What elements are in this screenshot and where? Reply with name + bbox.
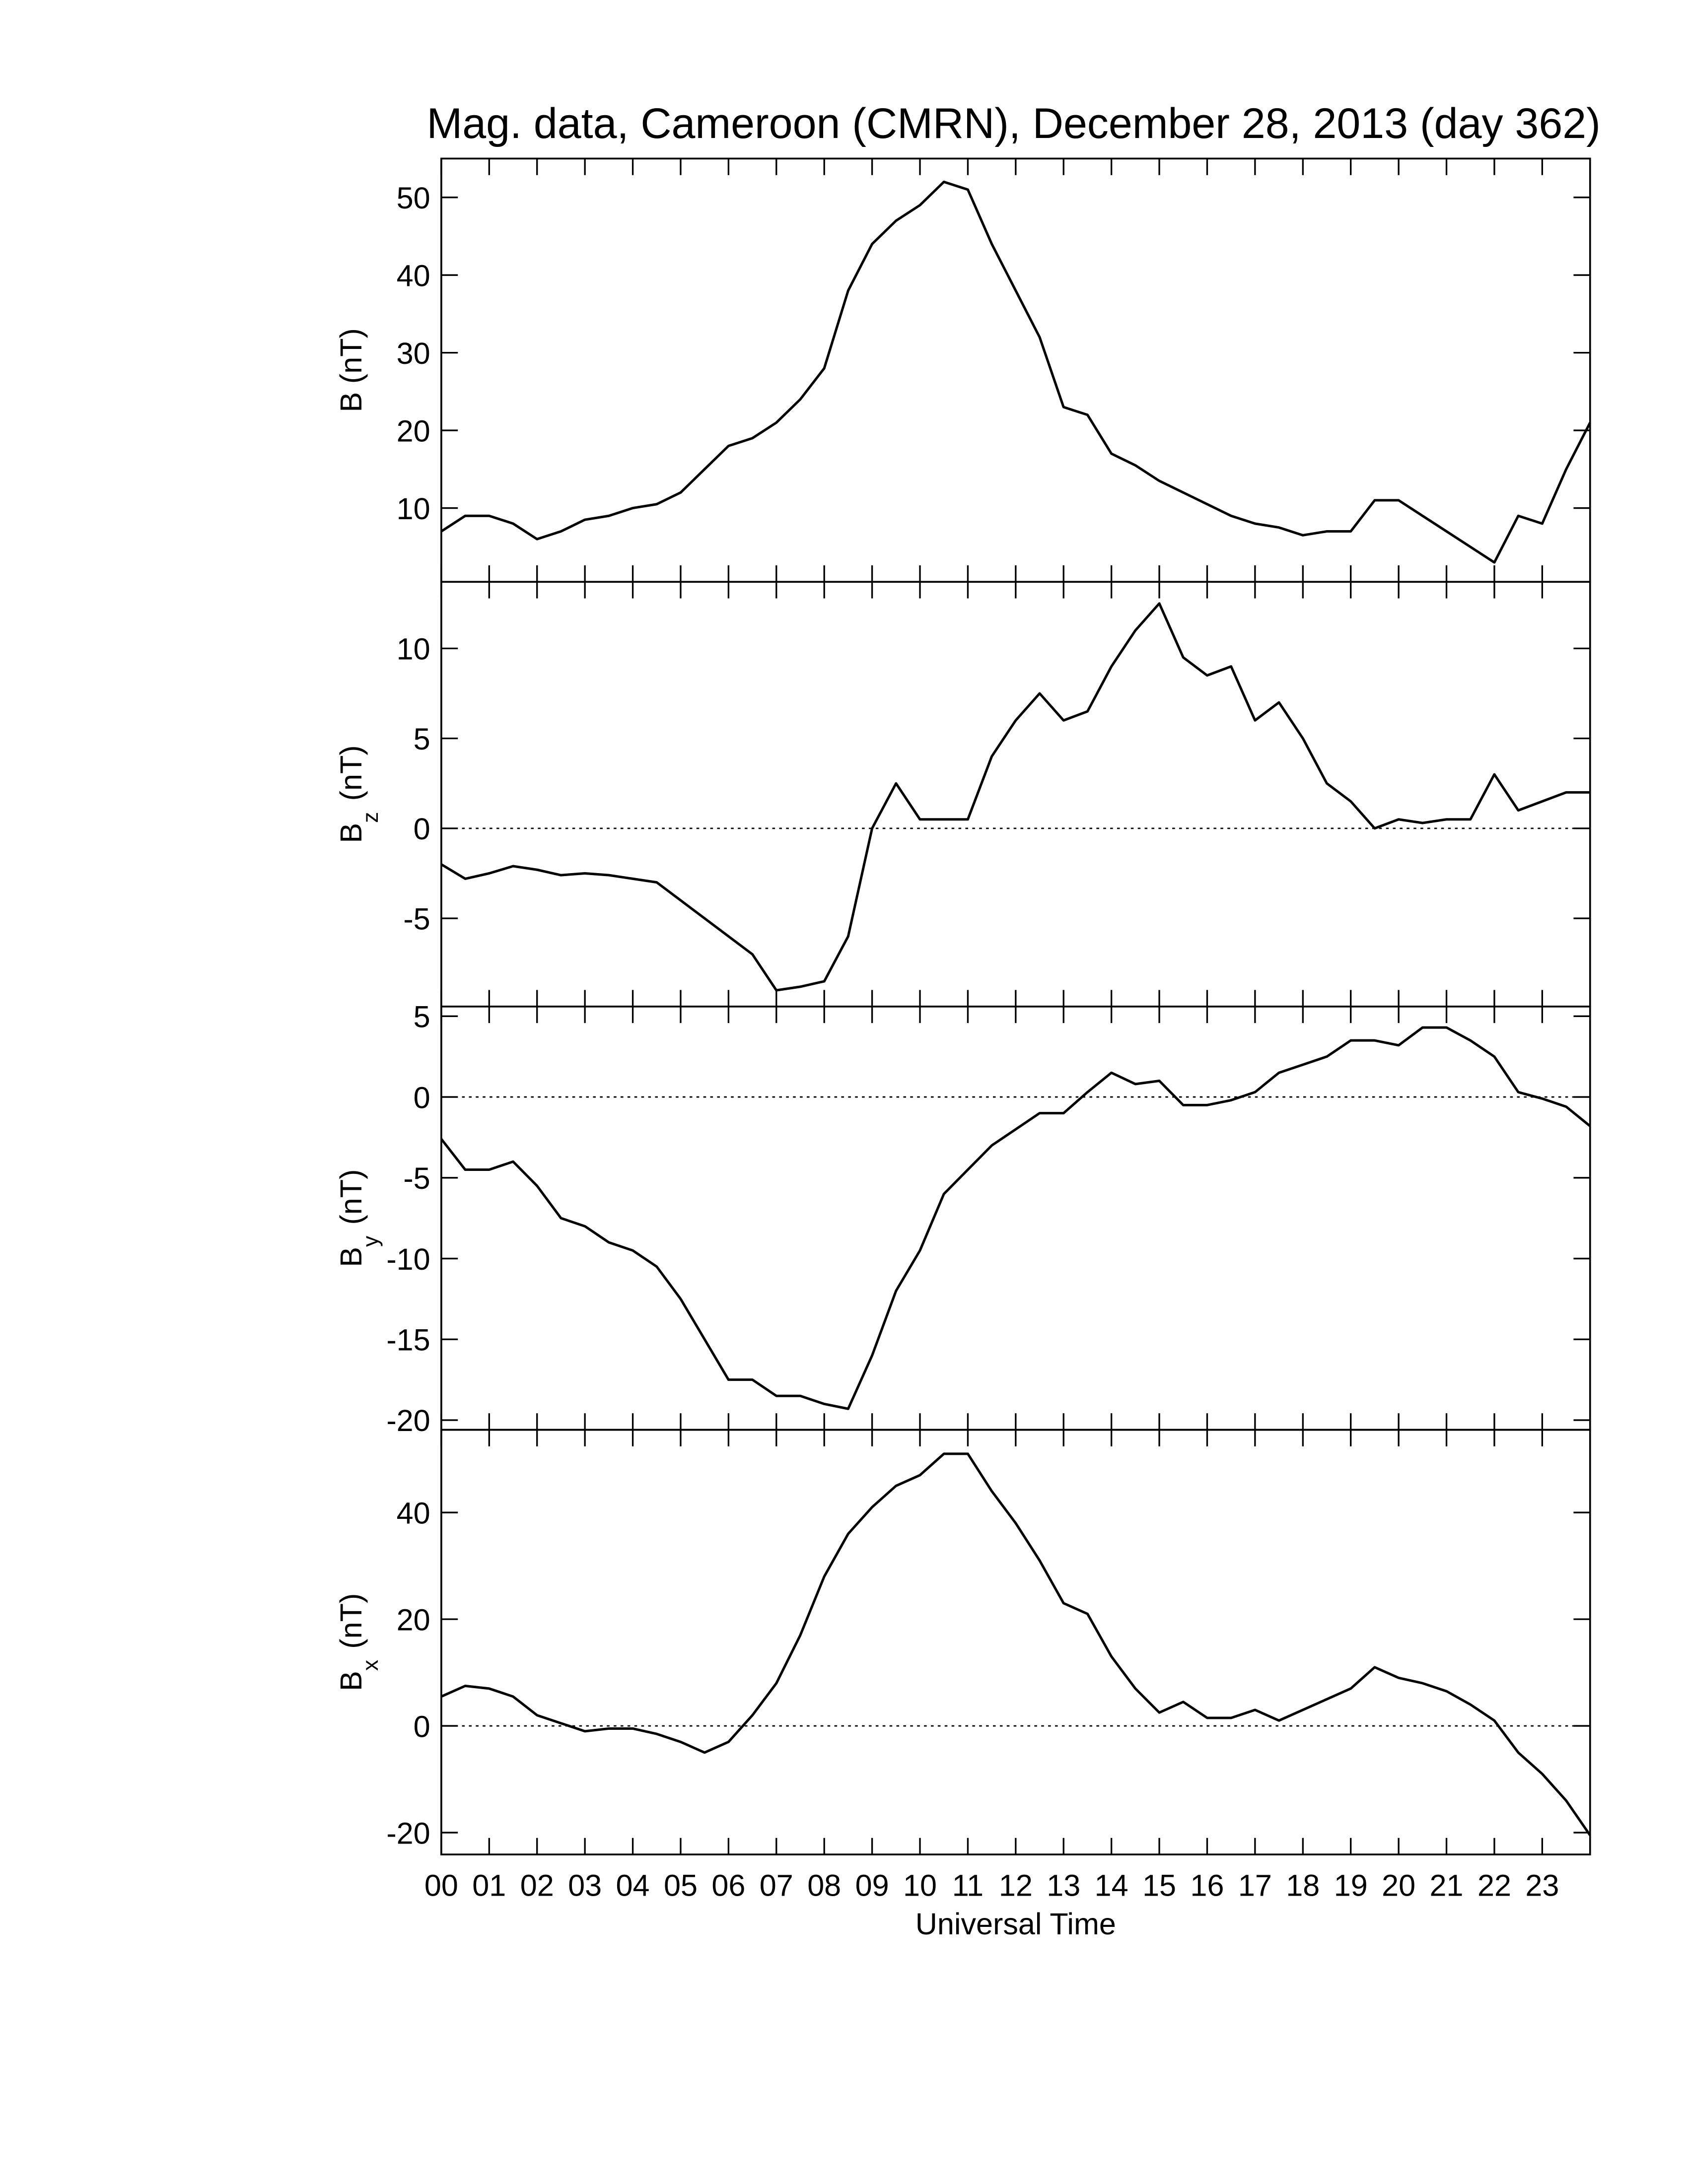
y-axis-label: B (nT) bbox=[334, 328, 368, 412]
data-line bbox=[440, 1026, 1591, 1410]
y-tick-label: -20 bbox=[386, 1404, 430, 1437]
y-label-base: B bbox=[334, 823, 368, 843]
y-tick-label: -5 bbox=[403, 1161, 430, 1195]
y-axis-label: Bz (nT) bbox=[334, 745, 383, 843]
x-tick-label: 04 bbox=[616, 1868, 650, 1902]
y-tick-label: 0 bbox=[414, 1081, 430, 1114]
y-tick-label: 10 bbox=[397, 632, 430, 666]
x-tick-label: 21 bbox=[1430, 1868, 1464, 1902]
y-label-base: B bbox=[334, 1247, 368, 1267]
x-tick-label: 05 bbox=[664, 1868, 698, 1902]
y-tick-label: 5 bbox=[414, 1000, 430, 1034]
x-tick-label: 00 bbox=[424, 1868, 458, 1902]
y-tick-label: 30 bbox=[397, 337, 430, 370]
x-tick-label: 07 bbox=[760, 1868, 793, 1902]
x-tick-label: 19 bbox=[1334, 1868, 1368, 1902]
x-tick-label: 03 bbox=[568, 1868, 602, 1902]
y-tick-label: 40 bbox=[397, 1496, 430, 1530]
y-tick-label: 0 bbox=[414, 812, 430, 846]
x-tick-label: 12 bbox=[999, 1868, 1033, 1902]
y-label-sub: y bbox=[358, 1235, 383, 1247]
x-tick-label: 06 bbox=[711, 1868, 745, 1902]
y-label-sub: x bbox=[358, 1660, 383, 1671]
y-tick-label: 20 bbox=[397, 1603, 430, 1637]
y-tick-label: -5 bbox=[403, 902, 430, 936]
data-line bbox=[440, 180, 1592, 564]
data-line bbox=[440, 602, 1590, 992]
y-tick-label: 0 bbox=[414, 1709, 430, 1743]
y-tick-label: 40 bbox=[397, 259, 430, 292]
x-tick-label: 02 bbox=[520, 1868, 554, 1902]
chart-title: Mag. data, Cameroon (CMRN), December 28,… bbox=[427, 100, 1601, 147]
x-tick-label: 16 bbox=[1190, 1868, 1224, 1902]
x-tick-label: 14 bbox=[1095, 1868, 1128, 1902]
x-tick-label: 22 bbox=[1477, 1868, 1511, 1902]
y-tick-label: -20 bbox=[386, 1816, 430, 1850]
y-axis-label: By (nT) bbox=[334, 1169, 383, 1267]
y-axis-label: Bx (nT) bbox=[334, 1593, 383, 1691]
x-tick-label: 10 bbox=[903, 1868, 937, 1902]
y-tick-label: 10 bbox=[397, 492, 430, 526]
data-line bbox=[440, 1452, 1591, 1836]
y-label-unit: (nT) bbox=[334, 1593, 368, 1649]
y-tick-label: 50 bbox=[397, 181, 430, 215]
x-tick-label: 15 bbox=[1142, 1868, 1176, 1902]
y-label-unit: (nT) bbox=[334, 1169, 368, 1225]
y-label-sub: z bbox=[358, 812, 383, 823]
y-label-base: B bbox=[334, 1671, 368, 1691]
x-tick-label: 08 bbox=[807, 1868, 841, 1902]
y-label-base: B bbox=[334, 392, 368, 412]
y-label-unit: (nT) bbox=[334, 745, 368, 801]
x-axis-label: Universal Time bbox=[915, 1907, 1116, 1941]
y-tick-label: -15 bbox=[386, 1323, 430, 1357]
x-tick-label: 01 bbox=[472, 1868, 506, 1902]
x-tick-label: 20 bbox=[1382, 1868, 1415, 1902]
x-tick-label: 23 bbox=[1525, 1868, 1559, 1902]
y-tick-label: 20 bbox=[397, 414, 430, 448]
x-tick-label: 18 bbox=[1286, 1868, 1320, 1902]
y-tick-label: -10 bbox=[386, 1242, 430, 1276]
y-label-unit: (nT) bbox=[334, 328, 368, 384]
x-tick-label: 09 bbox=[855, 1868, 889, 1902]
x-tick-label: 17 bbox=[1238, 1868, 1272, 1902]
x-tick-label: 13 bbox=[1047, 1868, 1080, 1902]
y-tick-label: 5 bbox=[414, 722, 430, 756]
x-tick-label: 11 bbox=[952, 1868, 984, 1902]
